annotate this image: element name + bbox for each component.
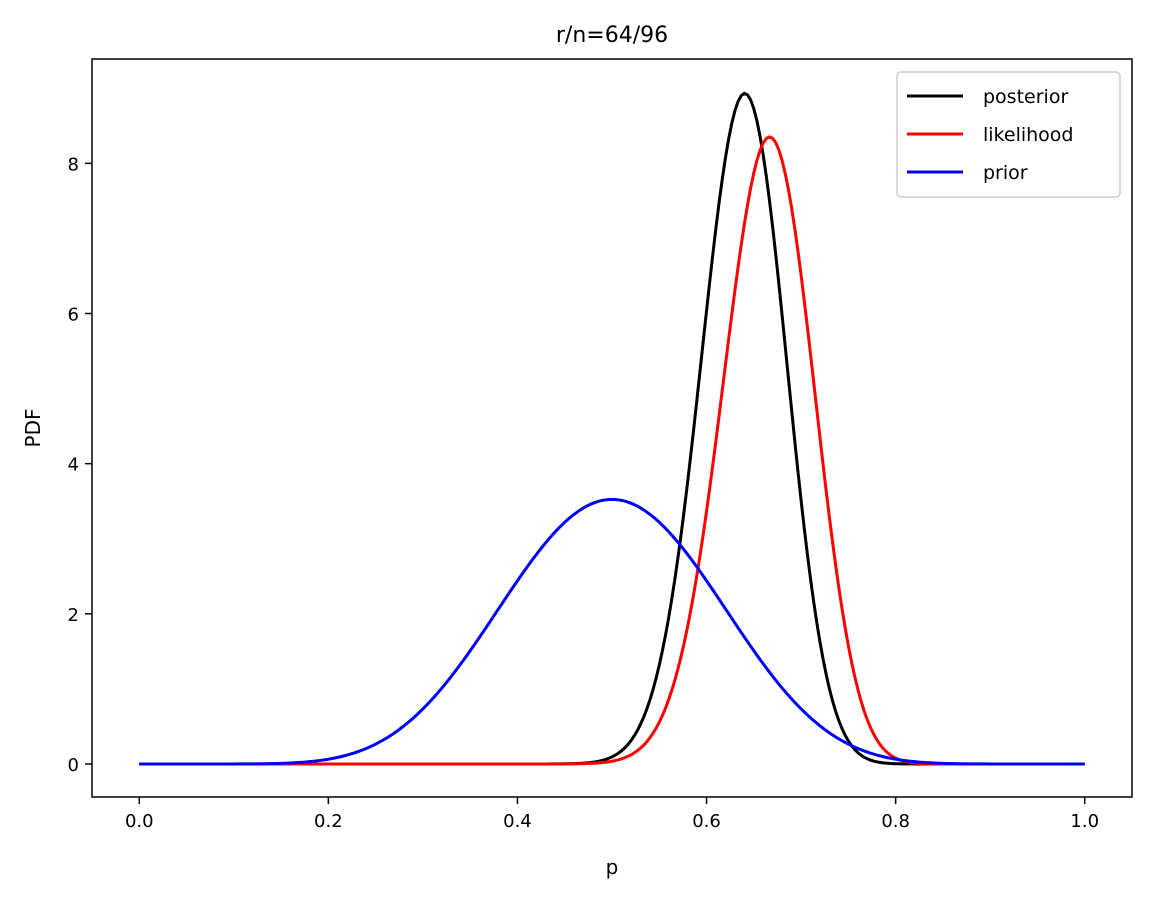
x-axis-ticks: 0.0 0.2 0.4 0.6 0.8 1.0 xyxy=(125,797,1099,832)
legend-label-likelihood: likelihood xyxy=(983,124,1073,146)
x-tick-label: 0.4 xyxy=(503,811,532,832)
legend-box xyxy=(896,71,1121,198)
x-tick-label: 1.0 xyxy=(1070,811,1099,832)
y-tick-label: 4 xyxy=(68,455,79,476)
plot-frame xyxy=(91,58,1133,798)
series-line-prior xyxy=(139,497,1085,766)
x-tick-label: 0.6 xyxy=(692,811,721,832)
x-tick-label: 0.0 xyxy=(125,811,154,832)
plot-lines xyxy=(139,91,1085,766)
legend-label-prior: prior xyxy=(983,162,1028,184)
legend: posterior likelihood prior xyxy=(896,71,1121,198)
x-axis-label: p xyxy=(606,855,619,879)
x-tick-label: 0.8 xyxy=(881,811,910,832)
y-tick-label: 0 xyxy=(68,755,79,776)
y-tick-label: 6 xyxy=(68,305,79,326)
legend-label-posterior: posterior xyxy=(983,86,1068,108)
y-axis-label: PDF xyxy=(21,409,45,448)
y-tick-label: 2 xyxy=(68,605,79,626)
x-tick-label: 0.2 xyxy=(314,811,343,832)
y-axis-ticks: 0 2 4 6 8 xyxy=(68,154,92,776)
series-line-likelihood xyxy=(139,135,1085,766)
chart-title: r/n=64/96 xyxy=(556,23,668,48)
y-tick-label: 8 xyxy=(68,154,79,175)
